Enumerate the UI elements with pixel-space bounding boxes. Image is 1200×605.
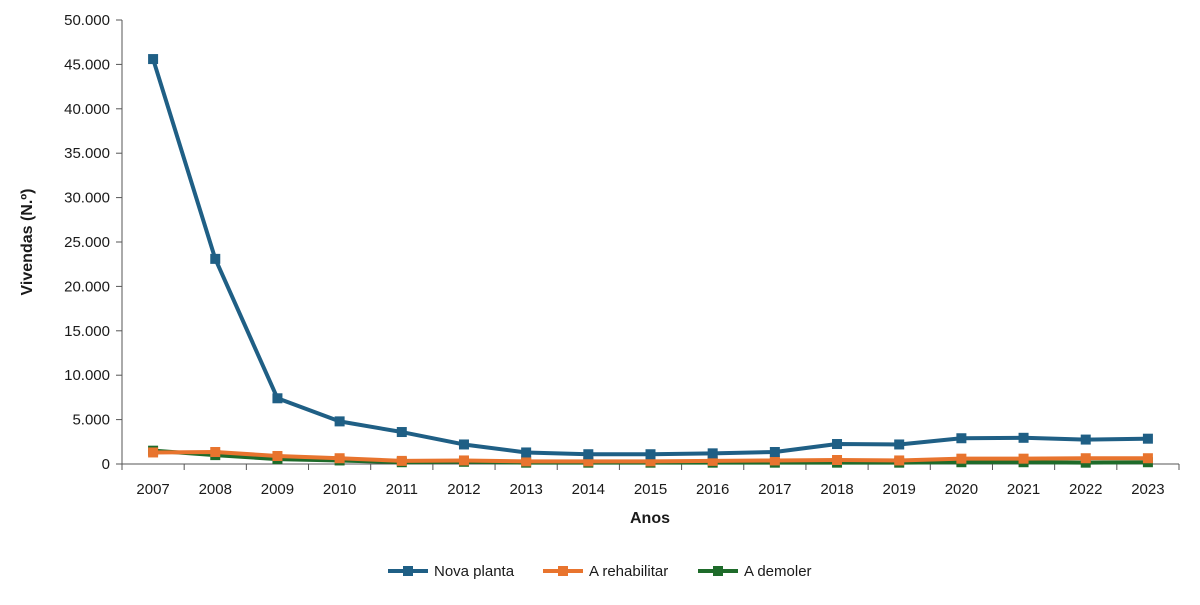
y-tick-label: 15.000 [64,323,110,340]
data-point [210,253,221,264]
data-point [210,447,221,458]
data-point [272,393,283,404]
legend-item-nova-planta: Nova planta [388,563,515,580]
legend-swatch-marker [713,566,723,576]
data-point [148,54,159,65]
data-point [583,456,594,467]
data-point [707,448,718,459]
data-point [956,453,967,464]
data-point [1018,432,1029,443]
x-tick-label: 2022 [1069,481,1102,498]
x-tick-label: 2020 [945,481,978,498]
y-tick-label: 10.000 [64,367,110,384]
x-tick-label: 2014 [572,481,605,498]
y-tick-label: 45.000 [64,56,110,73]
data-point [894,439,905,450]
y-tick-label: 25.000 [64,234,110,251]
y-tick-label: 20.000 [64,278,110,295]
x-tick-label: 2016 [696,481,729,498]
x-tick-label: 2023 [1131,481,1164,498]
data-point [521,447,532,458]
x-tick-label: 2021 [1007,481,1040,498]
y-tick-label: 50.000 [64,12,110,29]
data-point [894,455,905,466]
series-layer [148,54,1153,468]
x-tick-label: 2007 [136,481,169,498]
data-point [396,455,407,466]
y-tick-label: 0 [102,456,110,473]
data-point [521,456,532,467]
legend-item-a-rehabilitar: A rehabilitar [543,563,668,580]
data-point [148,447,159,458]
x-tick-label: 2008 [199,481,232,498]
y-tick-label: 30.000 [64,190,110,207]
legend-label: A rehabilitar [589,563,668,580]
y-tick-label: 40.000 [64,101,110,118]
series-line [151,58,1148,457]
data-point [1080,434,1091,445]
x-tick-label: 2019 [883,481,916,498]
data-point [645,456,656,467]
data-point [334,453,345,464]
series-a-rehabilitar [148,447,1153,467]
x-tick-label: 2009 [261,481,294,498]
data-point [583,449,594,460]
legend-label: A demoler [744,563,812,580]
data-point [645,449,656,460]
y-tick-label: 5.000 [72,412,110,429]
data-point [832,439,843,450]
x-tick-label: 2013 [509,481,542,498]
y-tick-label: 35.000 [64,145,110,162]
y-axis-title: Vivendas (N.º) [19,189,36,296]
legend: Nova planta A rehabilitar A demoler [388,563,812,580]
data-point [458,455,469,466]
x-tick-label: 2017 [758,481,791,498]
x-axis-ticks: 2007 2008 2009 2010 2011 2012 2013 2014 2015 2016… [121,464,1180,498]
data-point [956,433,967,444]
x-tick-label: 2010 [323,481,356,498]
data-point [707,455,718,466]
x-tick-label: 2015 [634,481,667,498]
data-point [272,451,283,462]
data-point [458,439,469,450]
data-point [1080,453,1091,464]
x-axis-title: Anos [630,510,670,527]
data-point [832,455,843,466]
x-tick-label: 2018 [820,481,853,498]
legend-item-a-demoler: A demoler [698,563,812,580]
data-point [1018,453,1029,464]
series-nova-planta [148,54,1153,460]
legend-label: Nova planta [434,563,515,580]
x-tick-label: 2012 [447,481,480,498]
data-point [769,447,780,458]
data-point [396,427,407,438]
data-point [769,455,780,466]
data-point [334,416,345,427]
data-point [1142,433,1153,444]
data-point [1142,453,1153,464]
x-tick-label: 2011 [386,481,418,498]
legend-swatch-marker [558,566,568,576]
legend-swatch-marker [403,566,413,576]
y-axis-ticks: 0 5.000 10.000 15.000 20.000 25.000 30.000 35.0… [64,12,122,473]
